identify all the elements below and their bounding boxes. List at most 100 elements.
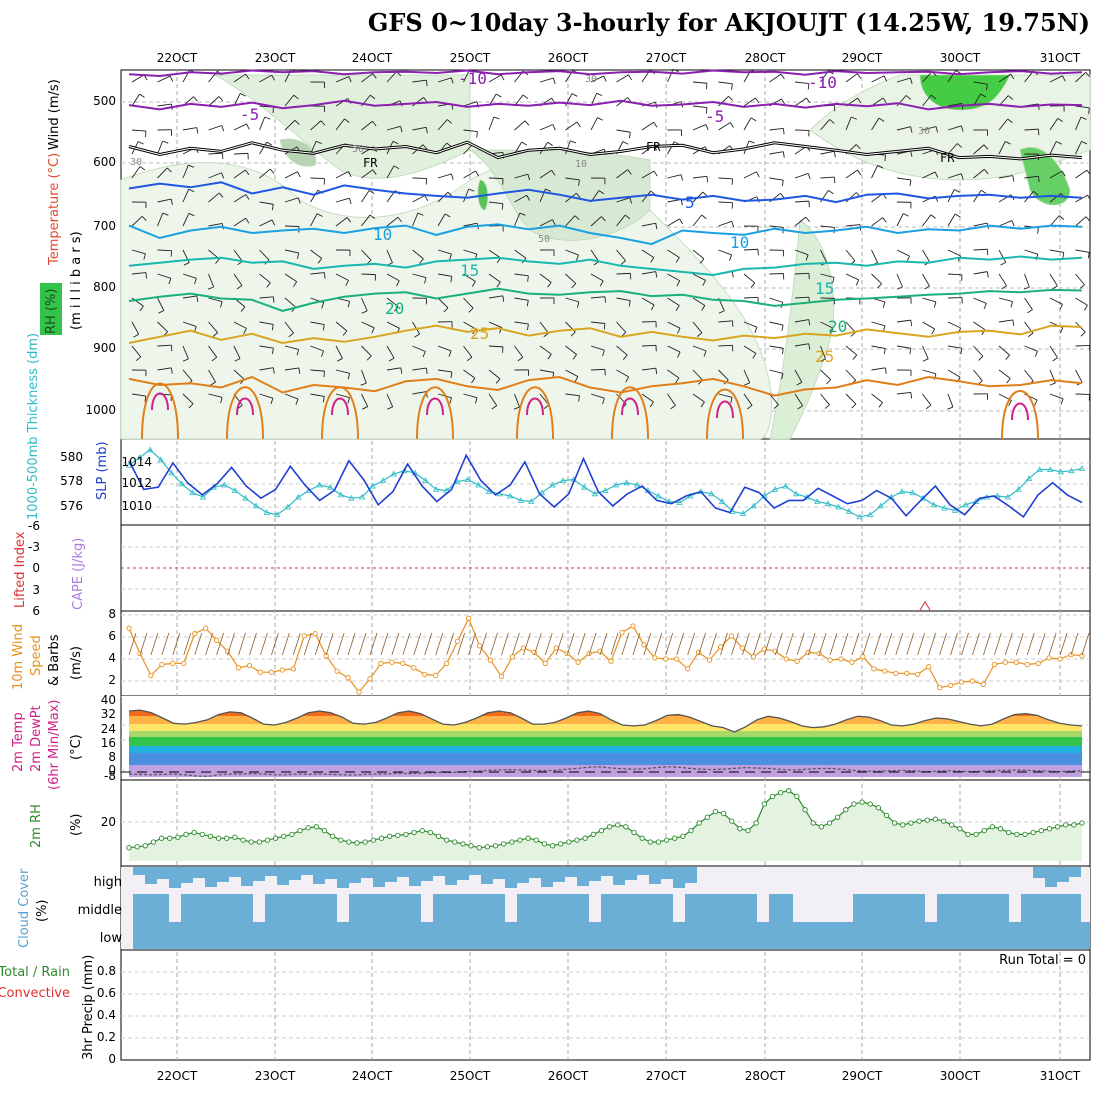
- thickness-point: [814, 498, 821, 504]
- wind-barb-10m: [501, 632, 509, 656]
- barb-shaft: [794, 200, 810, 203]
- cloud-label: Cloud Cover: [17, 868, 32, 948]
- contour-label-10-a: 10: [373, 225, 392, 244]
- barb-flag: [676, 327, 681, 334]
- barb-flag: [852, 354, 858, 360]
- barb-shaft: [922, 321, 935, 330]
- cloud-mid-bar: [517, 894, 529, 922]
- cloud-high-bar: [241, 867, 253, 886]
- wind-barb-10m: [512, 632, 520, 656]
- wind-barb-10m: [457, 632, 466, 656]
- barb-shaft: [488, 369, 501, 380]
- cloud-mid-bar: [697, 894, 709, 922]
- barb-flag: [910, 320, 913, 327]
- cloud-mid-bar: [193, 894, 205, 922]
- barb-flag: [245, 218, 250, 224]
- barb-shaft: [769, 393, 779, 406]
- barb-flag: [754, 327, 758, 333]
- barb-flag: [653, 122, 658, 128]
- barb-flag: [371, 327, 375, 334]
- barb-shaft: [871, 367, 886, 371]
- rh-point: [329, 833, 336, 839]
- barb-shaft: [361, 169, 374, 179]
- rh-point: [313, 824, 319, 830]
- thickness-point: [136, 454, 143, 460]
- barb-shaft: [412, 273, 427, 278]
- rh-point: [851, 801, 857, 807]
- rh-point: [737, 826, 743, 832]
- barb-shaft: [794, 296, 810, 299]
- barb-flag: [347, 301, 351, 308]
- cloud-high-bar: [1057, 867, 1069, 882]
- precip-tick-02: 0.2: [97, 1030, 116, 1044]
- barb-shaft: [820, 119, 831, 131]
- barb-flag: [930, 214, 936, 219]
- bottom-tick-30oct: 30OCT: [940, 1069, 981, 1083]
- barb-shaft: [233, 152, 249, 155]
- wind-barb-10m: [983, 632, 991, 656]
- wind-panel-frame: [120, 610, 1091, 697]
- wind-barb-10m: [654, 632, 663, 656]
- barb-shaft: [208, 152, 223, 155]
- barb-shaft: [1024, 297, 1033, 310]
- barb-flag: [980, 93, 987, 98]
- isotherm--5: [128, 99, 1083, 111]
- rh-point: [240, 837, 246, 843]
- barb-flag: [675, 257, 680, 263]
- wind-speed-point: [181, 660, 187, 667]
- barb-shaft: [998, 319, 1013, 323]
- barb-shaft: [590, 393, 605, 399]
- barb-flag: [629, 197, 633, 204]
- barb-shaft: [208, 192, 220, 203]
- cloud-mid-bar: [481, 894, 493, 922]
- barb-flag: [805, 216, 810, 223]
- cloud-high-bar: [565, 867, 577, 877]
- barb-shaft: [616, 297, 631, 302]
- wind-speed-point: [192, 631, 198, 637]
- barb-flag: [670, 405, 676, 410]
- barb-shaft: [539, 219, 553, 227]
- rh-point: [712, 808, 719, 815]
- thickness-point: [623, 479, 630, 486]
- barb-shaft: [743, 171, 757, 179]
- rh-point: [492, 843, 499, 849]
- barb-flag: [138, 141, 144, 145]
- p-tick-800: 800: [93, 280, 116, 294]
- barb-flag: [321, 302, 325, 309]
- barb-shaft: [896, 213, 904, 227]
- barb-flag: [729, 122, 734, 128]
- barb-shaft: [820, 150, 835, 155]
- wind-barb-10m: [840, 632, 849, 656]
- wind-barb-10m: [468, 632, 476, 656]
- barb-flag: [243, 328, 247, 334]
- barb-shaft: [335, 76, 350, 83]
- barb-shaft: [514, 297, 529, 301]
- rh-point: [541, 841, 548, 847]
- barb-shaft: [208, 321, 218, 333]
- barb-flag: [1057, 117, 1063, 123]
- wind-barb-10m: [391, 632, 400, 656]
- barb-shaft: [820, 345, 827, 360]
- rh-point: [932, 816, 939, 822]
- barb-flag: [1034, 399, 1038, 406]
- hot-lobe-7: [1001, 390, 1039, 440]
- barb-flag: [984, 168, 989, 175]
- barb-flag: [705, 83, 708, 90]
- wind-speed-point: [159, 661, 165, 668]
- barb-flag: [1052, 357, 1058, 362]
- wind-barb-10m: [139, 632, 148, 656]
- barb-shaft: [896, 126, 911, 131]
- barb-shaft: [871, 217, 883, 227]
- barb-flag: [883, 75, 888, 82]
- barb-shaft: [896, 77, 911, 83]
- li-tick-m3: -3: [28, 540, 40, 554]
- barb-shaft: [998, 369, 1011, 379]
- barb-shaft: [539, 169, 552, 179]
- hot-lobe-0: [141, 382, 179, 440]
- barb-shaft: [182, 345, 189, 360]
- barb-flag: [450, 77, 454, 84]
- barb-shaft: [718, 393, 733, 398]
- wind-barb-10m: [227, 632, 235, 656]
- barb-flag: [502, 295, 505, 302]
- barb-shaft: [667, 345, 681, 353]
